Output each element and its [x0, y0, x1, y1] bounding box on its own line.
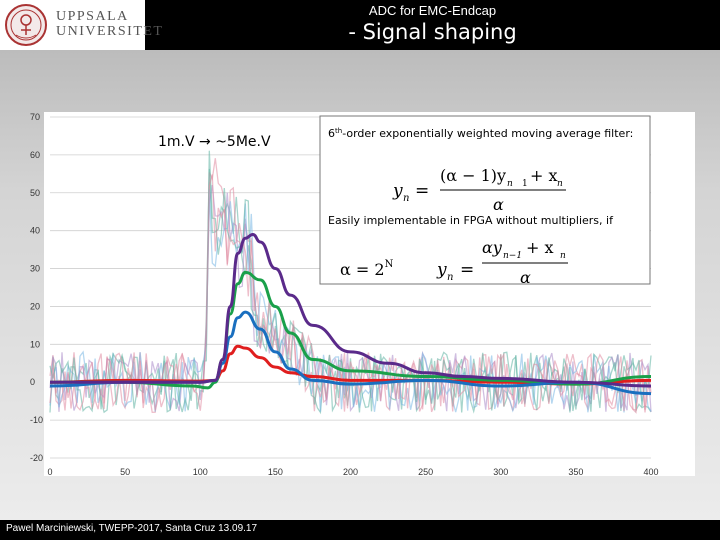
formula2-yn-sub: n	[447, 272, 453, 283]
y-tick-label: 30	[30, 264, 40, 274]
formula-equals: =	[415, 181, 429, 201]
formula-yn: y	[392, 181, 403, 201]
formula-box	[319, 115, 651, 285]
x-tick-label: 200	[343, 467, 358, 477]
x-tick-label: 0	[47, 467, 52, 477]
formula-numerator: (α − 1)y	[440, 166, 506, 185]
x-tick-label: 50	[120, 467, 130, 477]
formula2-denominator: α	[520, 268, 531, 287]
y-tick-label: -20	[30, 453, 43, 463]
y-tick-label: 0	[30, 377, 35, 387]
y-tick-label: 40	[30, 226, 40, 236]
slide-section-title: ADC for EMC-Endcap	[368, 3, 497, 18]
noise-trace-6	[49, 174, 652, 413]
x-tick-label: 400	[643, 467, 658, 477]
formula2-yn: y	[436, 260, 447, 280]
university-name: UPPSALA UNIVERSITET	[56, 9, 164, 39]
slide-content: 70 60 50 40 30 20 10 0 -10 -20 0 50 100 150 200 250 300 3…	[0, 50, 720, 520]
formula2-sub-n: n	[560, 251, 566, 261]
footer-citation: Pawel Marciniewski, TWEPP-2017, Santa Cr…	[6, 523, 258, 534]
formula-plus: + x	[530, 166, 558, 185]
series-line-green	[49, 270, 652, 390]
slide-title: - Signal shaping	[348, 20, 517, 44]
y-tick-label: 60	[30, 150, 40, 160]
slide-header: UPPSALA UNIVERSITET ADC for EMC-Endcap -…	[0, 0, 720, 50]
formula2-equals: =	[460, 260, 474, 280]
formula2-numerator: αy	[482, 238, 503, 257]
formula2-sub-n1: n−1	[503, 251, 522, 261]
slide-footer: Pawel Marciniewski, TWEPP-2017, Santa Cr…	[0, 520, 720, 540]
formula2-plus: + x	[526, 238, 554, 257]
x-tick-label: 100	[193, 467, 208, 477]
y-tick-label: 10	[30, 339, 40, 349]
x-tick-label: 350	[568, 467, 583, 477]
noise-trace-3	[49, 184, 652, 413]
alpha-equation: α = 2N	[340, 259, 394, 279]
university-name-line2: UNIVERSITET	[56, 24, 164, 39]
formula-sub-n1: n	[507, 179, 513, 189]
noise-trace-5	[49, 150, 652, 414]
series-line-purple	[49, 232, 652, 388]
fpga-note: Easily implementable in FPGA without mul…	[328, 214, 614, 227]
formula-sub-n1b: 1	[522, 179, 528, 189]
formula-yn-sub: n	[403, 193, 409, 204]
university-seal-icon	[5, 4, 47, 46]
x-tick-label: 150	[268, 467, 283, 477]
x-tick-label: 250	[418, 467, 433, 477]
filter-heading: 6th-order exponentially weighted moving …	[328, 127, 633, 140]
y-tick-label: 70	[30, 112, 40, 122]
y-tick-label: 20	[30, 301, 40, 311]
x-tick-label: 300	[493, 467, 508, 477]
formula-denominator: α	[493, 195, 504, 214]
y-tick-label: 50	[30, 188, 40, 198]
filter-formula: y n =(α − 1)y n 1 + x nα	[392, 166, 566, 214]
fpga-formula: α = 2N y n =αy n−1 + x nα	[340, 238, 568, 287]
formula-sub-n: n	[557, 179, 563, 189]
scale-label: 1m.V → ~5Me.V	[158, 134, 271, 150]
university-name-line1: UPPSALA	[56, 9, 129, 24]
y-tick-label: -10	[30, 415, 43, 425]
university-logo: UPPSALA UNIVERSITET	[0, 0, 162, 50]
